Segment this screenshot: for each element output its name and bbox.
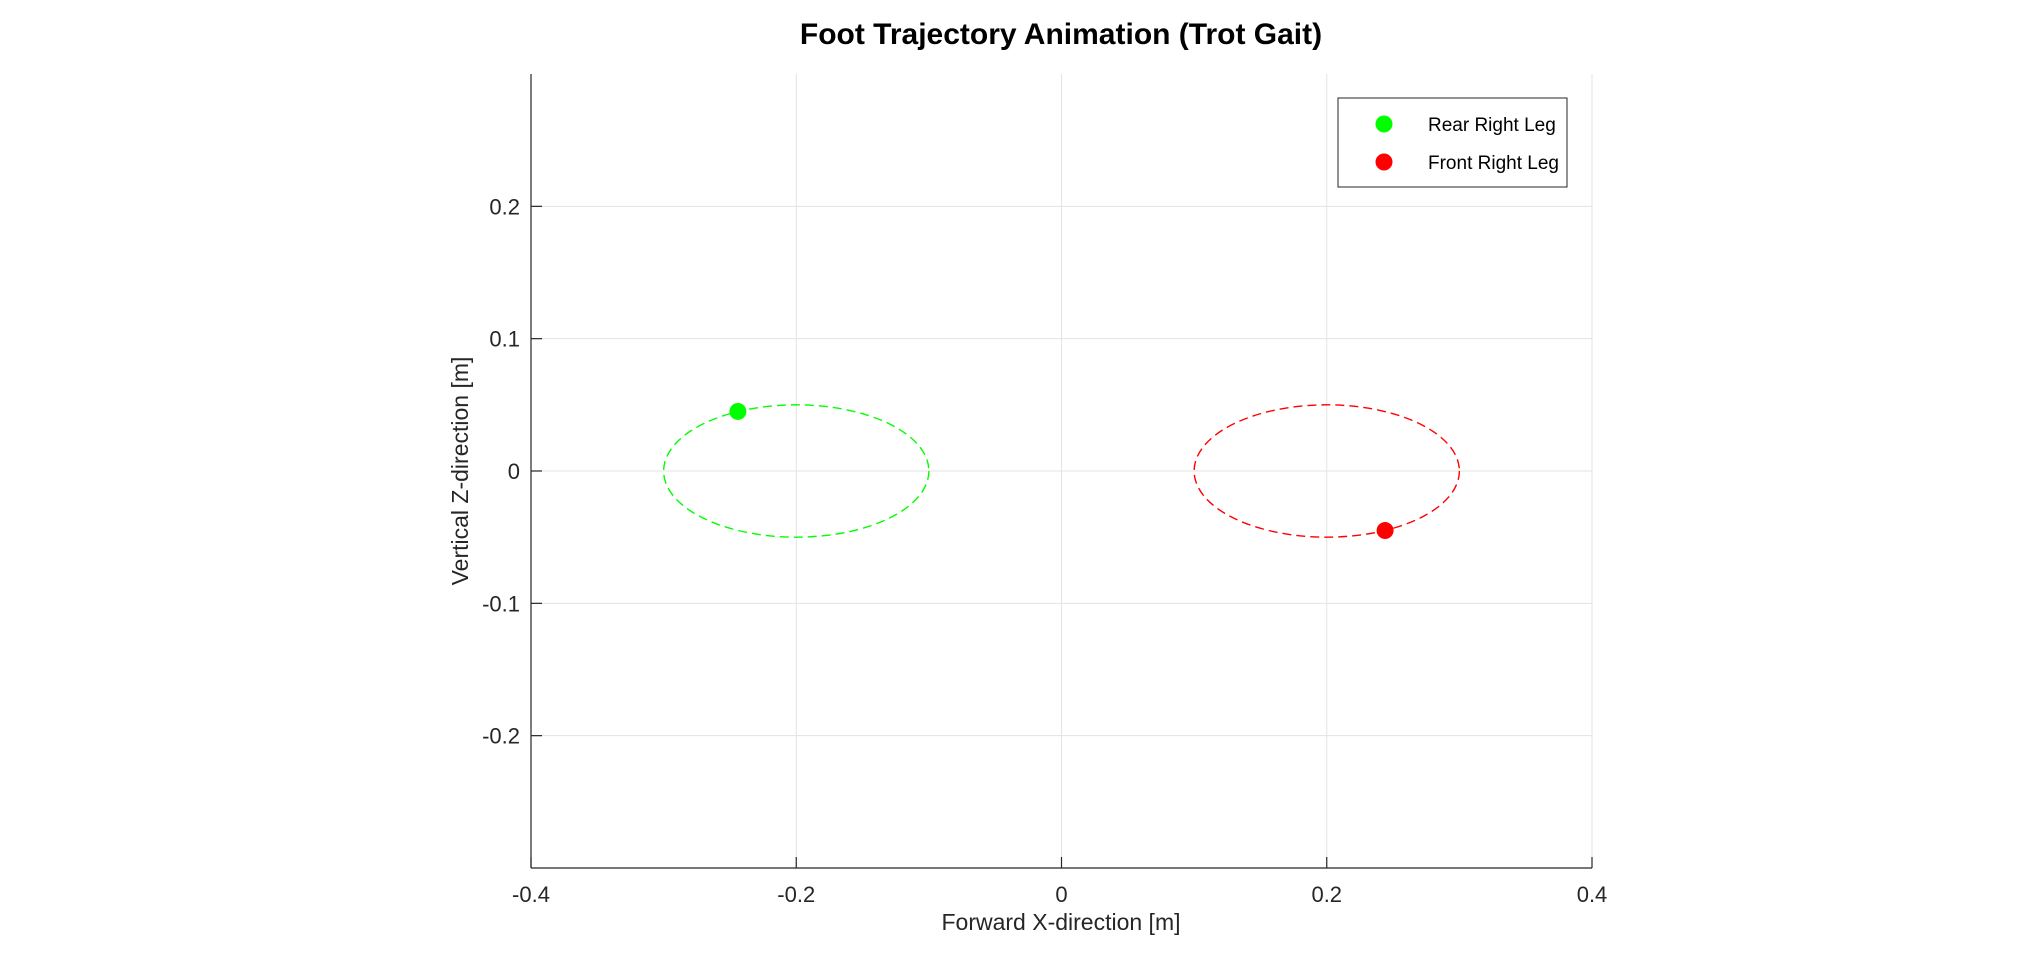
chart-title: Foot Trajectory Animation (Trot Gait) [800, 18, 1322, 51]
y-tick-label: 0.1 [489, 327, 520, 352]
foot-point-2 [1376, 522, 1394, 540]
trajectory-path-2 [1193, 404, 1461, 538]
y-tick-label: -0.1 [482, 591, 520, 616]
x-axis-label: Forward X-direction [m] [941, 909, 1180, 935]
legend-box [1337, 97, 1568, 188]
legend-label-2: Front Right Leg [1428, 153, 1559, 174]
x-tick-label: 0.4 [1577, 882, 1608, 907]
x-tick-label: -0.4 [512, 882, 550, 907]
trajectory-layer [662, 404, 1461, 538]
trajectory-path-1 [662, 404, 930, 538]
legend-label-1: Rear Right Leg [1428, 115, 1556, 136]
x-tick-label: -0.2 [777, 882, 815, 907]
legend: Rear Right Leg Front Right Leg [1337, 97, 1568, 188]
y-tick-label: 0 [508, 459, 520, 484]
y-axis-label: Vertical Z-direction [m] [447, 357, 473, 586]
x-tick-label: 0.2 [1311, 882, 1342, 907]
y-tick-label: -0.2 [482, 724, 520, 749]
grid-lines [531, 74, 1593, 868]
legend-marker-1 [1375, 115, 1393, 133]
x-tick-label: 0 [1055, 882, 1067, 907]
y-tick-label: 0.2 [489, 194, 520, 219]
legend-marker-2 [1375, 153, 1393, 171]
x-ticks: -0.4 -0.2 0 0.2 0.4 [512, 857, 1607, 907]
points-layer [729, 402, 1394, 540]
y-ticks: -0.2 -0.1 0 0.1 0.2 [482, 194, 542, 749]
foot-point-1 [729, 402, 747, 420]
